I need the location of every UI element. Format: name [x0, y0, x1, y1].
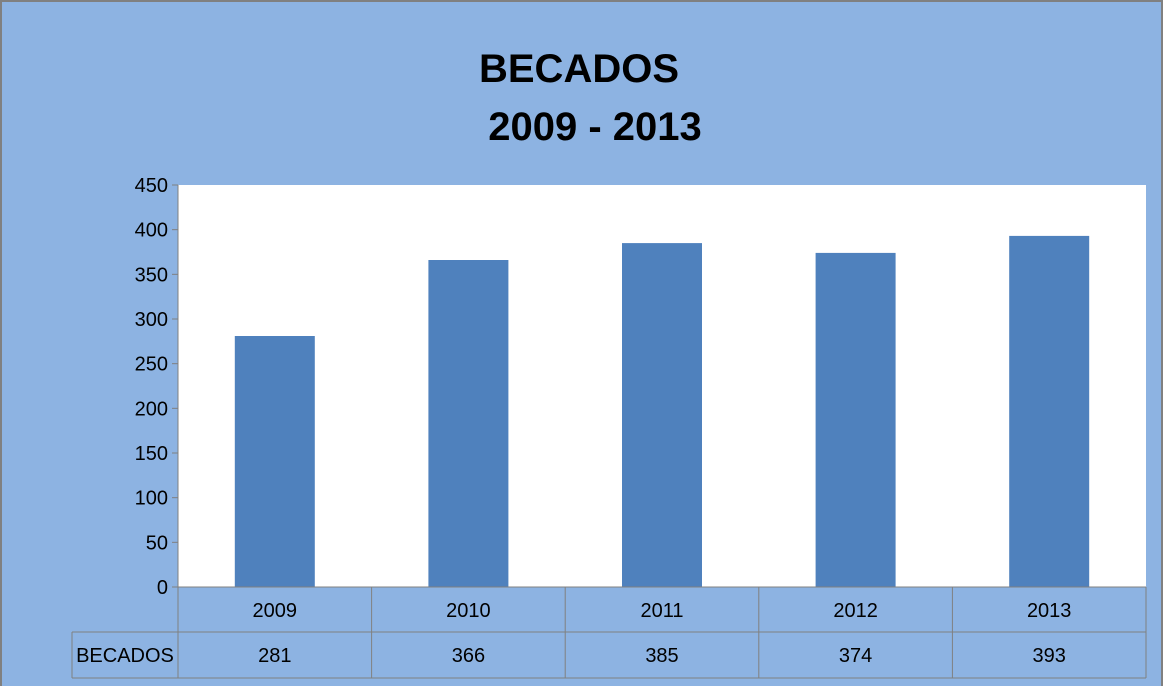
data-table: 2009 2010 2011 2012 2013 BECADOS 281 366 385 374 3… [71, 586, 1147, 679]
table-value-cell: 385 [645, 645, 678, 667]
bars-group [234, 235, 1090, 587]
x-category-label: 2012 [833, 600, 878, 622]
table-row-label: BECADOS [76, 645, 174, 667]
y-tick-label: 350 [135, 264, 168, 286]
bar-2009 [234, 336, 315, 587]
x-category-label: 2013 [1027, 600, 1072, 622]
table-value-cell: 374 [839, 645, 872, 667]
y-tick-label: 100 [135, 488, 168, 510]
y-axis: 0 50 100 150 200 250 300 350 400 450 [135, 175, 179, 599]
chart-title: BECADOS [479, 47, 679, 91]
y-tick-label: 450 [135, 175, 168, 197]
x-category-label: 2010 [446, 600, 491, 622]
y-tick-label: 300 [135, 309, 168, 331]
y-tick-label: 0 [157, 577, 168, 599]
y-tick-label: 50 [146, 532, 168, 554]
x-category-label: 2011 [640, 600, 683, 622]
y-tick-label: 400 [135, 220, 168, 242]
bar-2013 [1009, 235, 1090, 587]
bar-2011 [622, 243, 702, 587]
bar-2012 [815, 252, 896, 587]
x-category-label: 2009 [253, 600, 298, 622]
table-value-cell: 366 [452, 645, 485, 667]
chart-subtitle: 2009 - 2013 [488, 105, 702, 149]
y-tick-label: 200 [135, 398, 168, 420]
table-value-cell: 393 [1033, 645, 1066, 667]
y-tick-label: 250 [135, 354, 168, 376]
table-value-cell: 281 [258, 645, 291, 667]
y-tick-label: 150 [135, 443, 168, 465]
bar-2010 [428, 260, 509, 587]
